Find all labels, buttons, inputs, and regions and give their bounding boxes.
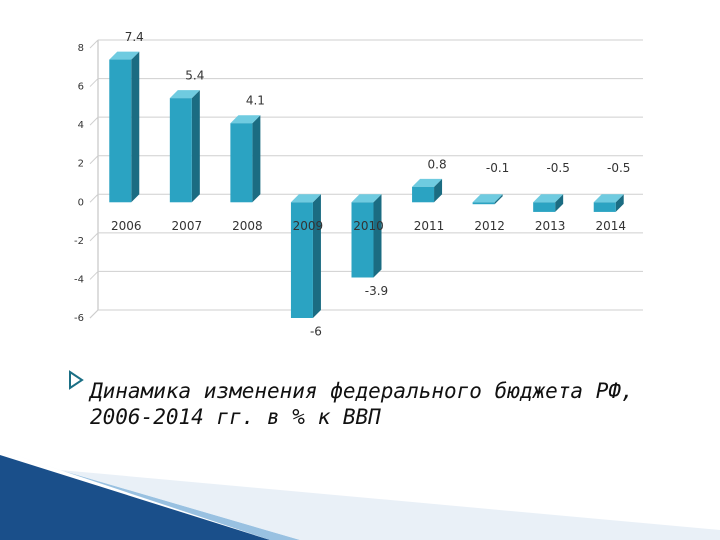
x-tick-label: 2014 — [595, 219, 626, 233]
x-tick-label: 2009 — [293, 219, 324, 233]
bar-side — [312, 194, 321, 318]
bar-side — [191, 90, 200, 203]
bar-front — [230, 123, 253, 203]
grid-line — [89, 271, 99, 280]
grid-line — [89, 116, 99, 126]
bar-front — [472, 202, 495, 205]
value-label: -0.5 — [607, 161, 630, 175]
grid-line — [89, 155, 99, 165]
bar — [109, 51, 140, 203]
y-tick-label: 6 — [78, 82, 84, 93]
x-tick-label: 2006 — [111, 219, 142, 233]
bar-top — [412, 178, 443, 187]
x-tick-label: 2013 — [535, 219, 566, 233]
y-tick-label: 2 — [78, 159, 84, 170]
bar-side — [434, 178, 443, 203]
grid-line — [89, 232, 99, 242]
decoration — [0, 450, 720, 540]
y-tick-label: 8 — [78, 43, 84, 54]
grid-line — [89, 193, 99, 203]
value-label: 5.4 — [185, 69, 204, 83]
bar — [290, 194, 321, 318]
bar-top — [472, 194, 503, 203]
bar-side — [615, 194, 624, 212]
caption-line: 2006-2014 гг. в % к ВВП — [90, 405, 381, 429]
value-label: -0.1 — [486, 161, 509, 175]
y-tick-label: -6 — [74, 313, 84, 324]
bar-side — [555, 194, 564, 212]
y-tick-label: -2 — [74, 236, 84, 247]
x-tick-label: 2011 — [414, 219, 445, 233]
bar-top — [351, 194, 382, 203]
bar — [533, 194, 564, 212]
value-label: -0.5 — [546, 161, 569, 175]
value-label: -6 — [310, 325, 322, 339]
bar — [169, 90, 200, 203]
bar-front — [351, 202, 374, 278]
grid-line — [89, 309, 99, 319]
bar — [351, 194, 382, 278]
y-tick-label: 4 — [78, 120, 84, 131]
bar-front — [109, 59, 132, 203]
value-label: 0.8 — [428, 157, 447, 171]
bar — [412, 178, 443, 203]
x-tick-label: 2012 — [474, 219, 505, 233]
grid-line — [89, 39, 99, 49]
bar — [472, 194, 503, 205]
bar — [230, 115, 261, 203]
x-tick-label: 2010 — [353, 219, 384, 233]
bar-side — [373, 194, 382, 278]
y-tick-label: 0 — [78, 197, 84, 208]
value-label: 4.1 — [246, 94, 265, 108]
bar-top — [593, 194, 624, 203]
bar-top — [169, 90, 200, 99]
caption: Динамика изменения федерального бюджета … — [88, 379, 634, 429]
bar-side — [131, 51, 140, 203]
bar-side — [494, 194, 503, 205]
bullet — [69, 370, 84, 390]
bar-side — [252, 115, 261, 203]
value-label: -3.9 — [365, 284, 388, 298]
x-tick-label: 2007 — [172, 219, 203, 233]
bar-top — [533, 194, 564, 203]
bar-front — [412, 186, 435, 203]
bar-top — [290, 194, 321, 203]
value-label: 7.4 — [125, 30, 144, 44]
caption-line: Динамика изменения федерального бюджета … — [88, 379, 634, 403]
bar-front — [169, 98, 192, 203]
bar-front — [533, 202, 556, 212]
bar — [593, 194, 624, 212]
y-tick-label: -4 — [74, 274, 84, 285]
bar-top — [230, 115, 261, 124]
grid-line — [89, 78, 99, 87]
x-tick-label: 2008 — [232, 219, 263, 233]
bar-top — [109, 51, 140, 60]
bar-front — [290, 202, 313, 318]
bar-front — [593, 202, 616, 212]
